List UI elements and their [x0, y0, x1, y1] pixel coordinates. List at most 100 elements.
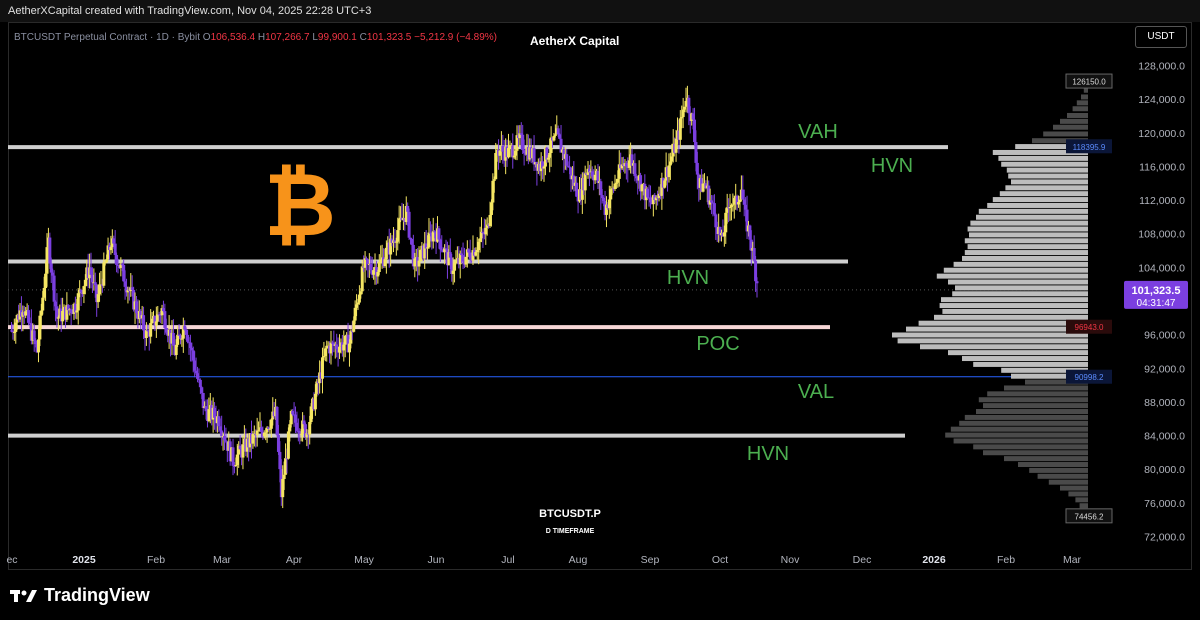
candle-body: [176, 334, 180, 345]
candle-body: [188, 342, 192, 348]
candle-body: [190, 347, 194, 351]
candle-body: [153, 315, 157, 326]
candle-body: [264, 432, 268, 434]
candle-body: [508, 145, 512, 148]
candle-body: [11, 330, 15, 333]
candle-body: [684, 100, 688, 107]
candle-body: [257, 430, 261, 432]
candle-body: [646, 188, 650, 198]
candle-body: [465, 249, 469, 257]
candle-body: [329, 342, 333, 354]
volume-profile-bar: [962, 356, 1088, 362]
candle-body: [714, 214, 718, 228]
volume-profile-bar: [1053, 124, 1088, 130]
candle-body: [406, 206, 410, 212]
high-value: 107,266.7: [265, 32, 310, 43]
candle-body: [49, 263, 53, 273]
candle-body: [396, 230, 400, 242]
candle-body: [532, 148, 536, 165]
candle-body: [614, 182, 618, 184]
candle-body: [132, 289, 136, 310]
chart-symbol-title: BTCUSDT.P: [539, 508, 601, 520]
candle-body: [275, 406, 279, 435]
volume-profile-bar: [955, 285, 1088, 291]
volume-profile-bar: [939, 303, 1088, 309]
volume-profile-bar: [978, 208, 1088, 214]
annotation-hvn: HVN: [667, 267, 709, 289]
tradingview-logo[interactable]: TradingView: [10, 585, 150, 606]
candle-body: [309, 406, 313, 423]
candle-body: [116, 264, 120, 266]
volume-profile-bar: [1037, 473, 1088, 479]
x-tick-label: Feb: [997, 554, 1015, 566]
candle-body: [599, 181, 603, 196]
y-tick-label: 112,000.0: [1139, 195, 1185, 207]
candle-body: [347, 343, 351, 353]
candle-body: [748, 225, 752, 240]
candle-body: [744, 204, 748, 210]
candle-body: [76, 293, 80, 311]
candle-body: [366, 259, 370, 265]
candle-body: [443, 248, 447, 253]
candle-body: [467, 249, 471, 253]
volume-profile-bar: [1029, 467, 1088, 473]
candle-body: [315, 381, 319, 394]
candle-body: [617, 164, 621, 179]
volume-profile-bar: [953, 261, 1088, 267]
watermark-title: AetherX Capital: [530, 34, 620, 48]
volume-profile-bar: [983, 450, 1088, 456]
candle-body: [356, 302, 360, 305]
symbol-label[interactable]: BTCUSDT Perpetual Contract · 1D · Bybit: [14, 32, 200, 43]
candle-body: [444, 248, 448, 250]
candle-body: [335, 344, 339, 350]
candle-body: [477, 241, 481, 251]
candle-body: [728, 207, 732, 209]
candle-body: [453, 262, 457, 271]
candle-body: [712, 203, 716, 215]
candle-body: [590, 171, 594, 177]
candle-body: [663, 180, 667, 188]
x-tick-label: Dec: [853, 554, 872, 566]
price-marker-box: [1065, 73, 1113, 89]
candle-body: [413, 258, 417, 267]
candle-body: [494, 153, 498, 180]
candle-body: [106, 245, 110, 260]
candle-body: [609, 189, 613, 200]
candle-body: [491, 180, 495, 203]
candle-body: [45, 247, 49, 274]
candle-body: [235, 454, 239, 465]
candle-body: [553, 134, 557, 136]
low-value: 99,900.1: [317, 32, 357, 43]
candle-body: [320, 357, 324, 379]
last-price-tag: [1124, 280, 1188, 309]
open-value: 106,536.4: [210, 32, 256, 43]
x-tick-label: Aug: [569, 554, 588, 566]
candle-body: [565, 154, 569, 166]
candle-body: [27, 310, 31, 323]
candle-body: [732, 198, 736, 205]
candle-body: [193, 360, 197, 371]
candle-body: [424, 243, 428, 249]
candle-body: [268, 428, 272, 430]
volume-profile-bar: [1060, 485, 1088, 491]
volume-profile-bar: [1025, 379, 1088, 385]
candle-body: [546, 157, 550, 160]
candle-body: [404, 206, 408, 222]
close-label: C: [359, 32, 367, 43]
y-tick-label: 108,000.0: [1138, 229, 1185, 241]
candle-body: [600, 195, 604, 198]
x-tick-label: Feb: [147, 554, 165, 566]
last-price-value: 101,323.5: [1132, 285, 1181, 297]
candle-body: [51, 272, 55, 276]
candle-body: [38, 315, 42, 340]
candle-body: [55, 306, 59, 319]
candle-body: [369, 264, 373, 271]
price-marker-box: [1065, 508, 1113, 524]
candle-body: [177, 334, 181, 336]
candle-body: [54, 301, 58, 307]
currency-button[interactable]: USDT: [1135, 26, 1187, 48]
candle-body: [142, 315, 146, 331]
candle-body: [262, 432, 266, 437]
price-marker-box: [1066, 139, 1112, 154]
volume-profile-bar: [964, 414, 1088, 420]
